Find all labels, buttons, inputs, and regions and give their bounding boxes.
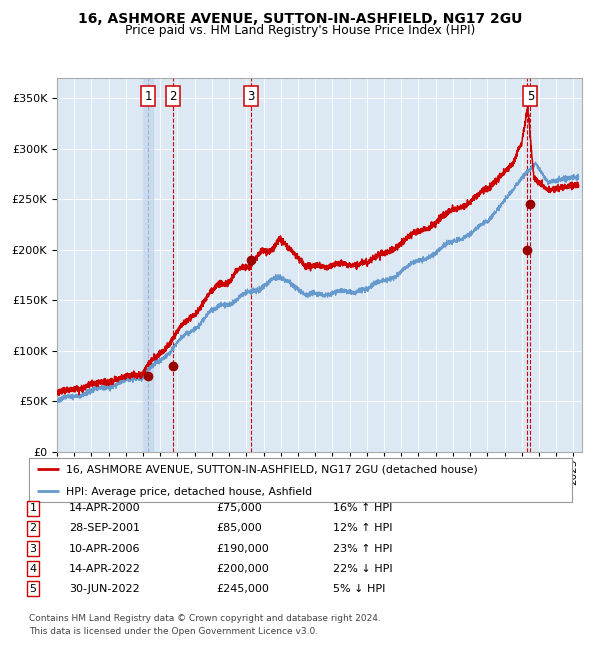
Text: £245,000: £245,000 [216, 584, 269, 594]
Text: 30-JUN-2022: 30-JUN-2022 [69, 584, 140, 594]
Text: £190,000: £190,000 [216, 543, 269, 554]
Text: 22% ↓ HPI: 22% ↓ HPI [333, 564, 392, 574]
Text: 16% ↑ HPI: 16% ↑ HPI [333, 503, 392, 514]
Text: Contains HM Land Registry data © Crown copyright and database right 2024.
This d: Contains HM Land Registry data © Crown c… [29, 614, 380, 636]
Text: 5: 5 [29, 584, 37, 594]
Text: 4: 4 [29, 564, 37, 574]
Text: 1: 1 [29, 503, 37, 514]
Text: 16, ASHMORE AVENUE, SUTTON-IN-ASHFIELD, NG17 2GU: 16, ASHMORE AVENUE, SUTTON-IN-ASHFIELD, … [78, 12, 522, 26]
Text: 3: 3 [29, 543, 37, 554]
Text: 14-APR-2000: 14-APR-2000 [69, 503, 140, 514]
Text: 28-SEP-2001: 28-SEP-2001 [69, 523, 140, 534]
Text: £200,000: £200,000 [216, 564, 269, 574]
Text: 5% ↓ HPI: 5% ↓ HPI [333, 584, 385, 594]
Text: HPI: Average price, detached house, Ashfield: HPI: Average price, detached house, Ashf… [66, 487, 312, 497]
Text: 2: 2 [169, 90, 177, 103]
Text: Price paid vs. HM Land Registry's House Price Index (HPI): Price paid vs. HM Land Registry's House … [125, 24, 475, 37]
Bar [143, 78, 153, 452]
Text: 2: 2 [29, 523, 37, 534]
Text: £75,000: £75,000 [216, 503, 262, 514]
Text: 5: 5 [527, 90, 534, 103]
Text: 16, ASHMORE AVENUE, SUTTON-IN-ASHFIELD, NG17 2GU (detached house): 16, ASHMORE AVENUE, SUTTON-IN-ASHFIELD, … [66, 465, 478, 474]
Text: 3: 3 [247, 90, 255, 103]
Text: £85,000: £85,000 [216, 523, 262, 534]
Text: 23% ↑ HPI: 23% ↑ HPI [333, 543, 392, 554]
Text: 12% ↑ HPI: 12% ↑ HPI [333, 523, 392, 534]
Text: 10-APR-2006: 10-APR-2006 [69, 543, 140, 554]
Text: 14-APR-2022: 14-APR-2022 [69, 564, 141, 574]
Text: 1: 1 [145, 90, 152, 103]
